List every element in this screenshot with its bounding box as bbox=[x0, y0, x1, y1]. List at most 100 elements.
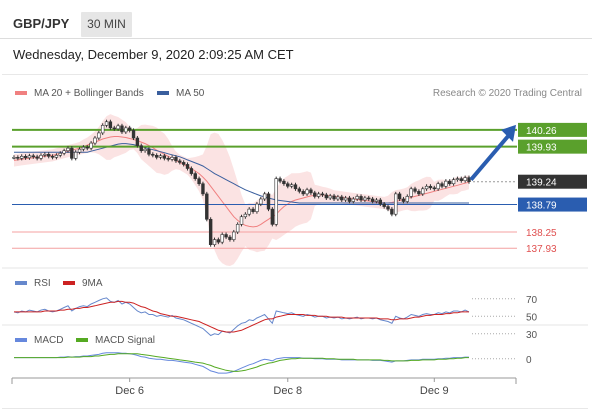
candle-body bbox=[390, 208, 394, 215]
macd-tick-label: 0 bbox=[526, 355, 532, 366]
candle-body bbox=[39, 154, 43, 159]
candle-body bbox=[120, 125, 124, 133]
candle-body bbox=[50, 156, 55, 158]
x-axis: Dec 6 Dec 8 Dec 9 bbox=[11, 378, 517, 397]
candle-body bbox=[181, 162, 186, 165]
candle-body bbox=[286, 183, 290, 187]
level-label: 138.79 bbox=[526, 201, 557, 212]
level-label: 139.93 bbox=[526, 143, 557, 154]
candle-body bbox=[328, 195, 332, 199]
candle-body bbox=[355, 196, 359, 200]
candle-body bbox=[343, 197, 348, 201]
rsi-legend-swatch bbox=[15, 281, 27, 285]
candle-body bbox=[189, 168, 194, 174]
x-tick-label: Dec 8 bbox=[273, 385, 302, 397]
rsi-tick-label: 70 bbox=[526, 295, 538, 306]
candle-body bbox=[247, 208, 251, 215]
candle-body bbox=[274, 178, 278, 225]
level-label-box bbox=[518, 174, 587, 189]
candle-body bbox=[166, 158, 170, 160]
candle-body bbox=[347, 197, 352, 202]
candle-body bbox=[332, 195, 336, 200]
candle-body bbox=[367, 197, 371, 200]
candle-body bbox=[467, 177, 471, 182]
candle-body bbox=[208, 218, 213, 245]
candle-body bbox=[305, 189, 309, 195]
candle-body bbox=[320, 193, 325, 196]
candle-body bbox=[100, 125, 105, 134]
candle-body bbox=[417, 191, 421, 195]
candle-body bbox=[255, 203, 259, 212]
price-panel: 140.26 139.93 139.24 138.79 138.25 137.93 bbox=[12, 114, 587, 266]
candle-body bbox=[58, 152, 62, 156]
candle-body bbox=[12, 157, 16, 159]
candle-body bbox=[224, 234, 228, 238]
candle-body bbox=[336, 196, 340, 200]
candle-body bbox=[440, 183, 444, 187]
candle-body bbox=[151, 153, 155, 156]
macd-signal-legend-swatch bbox=[76, 338, 88, 342]
rsi-tick-label: 30 bbox=[526, 330, 538, 341]
ma20-legend-swatch bbox=[15, 91, 27, 95]
candle-body bbox=[228, 236, 232, 240]
x-tick-label: Dec 9 bbox=[420, 385, 449, 397]
candle-body bbox=[301, 191, 305, 195]
candle-body bbox=[81, 146, 86, 150]
candle-body bbox=[316, 193, 321, 197]
level-label-box bbox=[518, 122, 587, 137]
candle-body bbox=[116, 125, 120, 130]
rsi-line bbox=[13, 297, 470, 337]
candle-body bbox=[455, 178, 460, 180]
candle-body bbox=[201, 183, 205, 195]
macd-legend-label: MACD bbox=[34, 335, 63, 346]
candle-body bbox=[270, 208, 275, 225]
candle-body bbox=[259, 198, 263, 205]
candle-body bbox=[463, 177, 467, 181]
candle-body bbox=[282, 180, 286, 185]
macd-signal-line bbox=[14, 353, 469, 372]
candle-body bbox=[313, 192, 317, 197]
chart-frame bbox=[2, 74, 588, 409]
candle-body bbox=[139, 145, 143, 152]
candle-body bbox=[262, 193, 267, 200]
candle-body bbox=[54, 154, 59, 158]
timeframe-badge[interactable]: 30 MIN bbox=[81, 12, 132, 37]
rsi-tick-label: 50 bbox=[526, 312, 538, 323]
candle-body bbox=[278, 178, 282, 182]
candle-body bbox=[235, 224, 240, 233]
level-label-box bbox=[518, 139, 587, 154]
candle-body bbox=[394, 193, 398, 215]
candle-body bbox=[421, 188, 425, 195]
ma50-legend-label: MA 50 bbox=[176, 88, 205, 99]
candle-body bbox=[432, 187, 436, 190]
candle-body bbox=[89, 142, 93, 149]
candle-body bbox=[243, 213, 248, 218]
candle-body bbox=[112, 127, 116, 130]
candle-body bbox=[178, 160, 182, 163]
candle-body bbox=[401, 198, 406, 202]
candle-body bbox=[77, 148, 82, 153]
level-label: 140.26 bbox=[526, 126, 557, 137]
candle-body bbox=[444, 180, 448, 187]
candle-body bbox=[340, 196, 344, 201]
candle-body bbox=[232, 231, 236, 240]
candle-body bbox=[293, 184, 298, 190]
datetime-label: Wednesday, December 9, 2020 2:09:25 AM C… bbox=[13, 47, 294, 62]
candle-body bbox=[154, 154, 159, 158]
macd-legend-swatch bbox=[15, 338, 27, 342]
candle-body bbox=[220, 234, 224, 243]
candle-body bbox=[62, 150, 66, 154]
candle-body bbox=[20, 156, 24, 159]
candle-body bbox=[309, 189, 313, 194]
level-label: 139.24 bbox=[526, 178, 557, 189]
candle-body bbox=[409, 188, 413, 197]
candle-body bbox=[459, 178, 463, 181]
candle-body bbox=[451, 179, 456, 185]
candle-body bbox=[158, 155, 163, 158]
level-label-box bbox=[518, 197, 587, 212]
candle-body bbox=[16, 157, 20, 159]
macd-line bbox=[14, 352, 469, 374]
candle-body bbox=[205, 193, 209, 220]
candle-body bbox=[212, 239, 217, 245]
candle-body bbox=[436, 183, 440, 190]
